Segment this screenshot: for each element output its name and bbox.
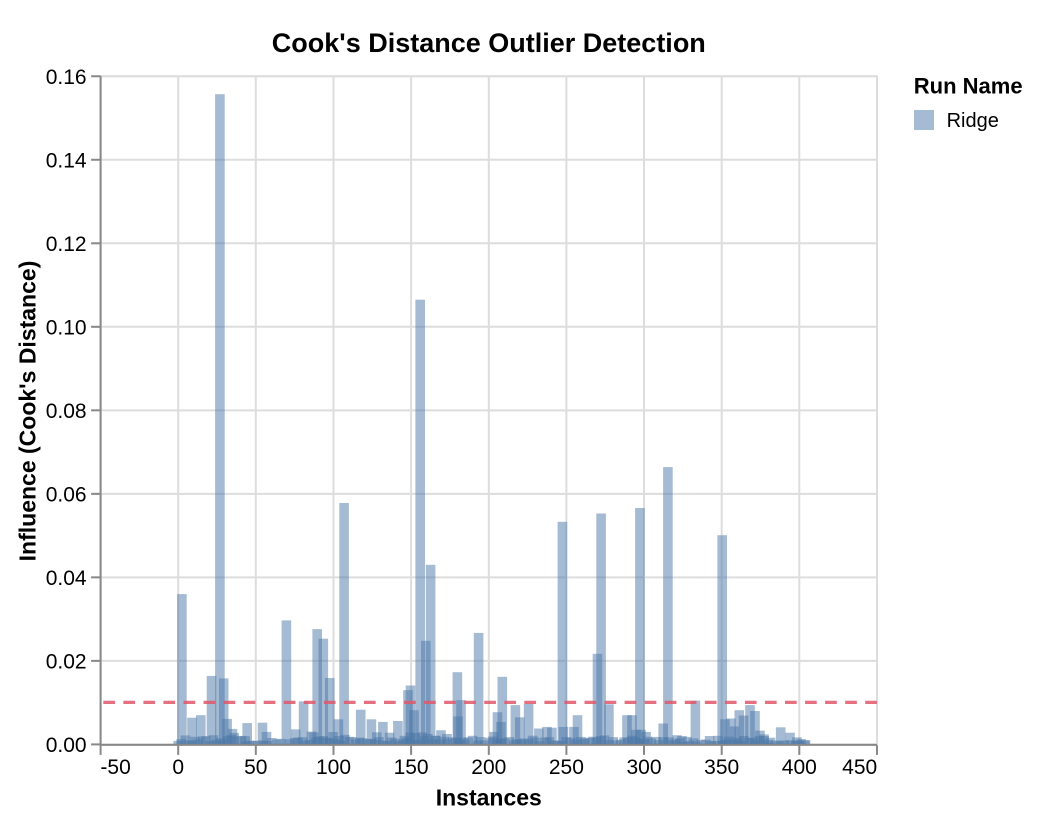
svg-text:400: 400 xyxy=(782,756,817,779)
svg-text:200: 200 xyxy=(471,756,506,779)
svg-text:300: 300 xyxy=(626,756,661,779)
svg-text:-50: -50 xyxy=(100,756,130,779)
svg-text:0: 0 xyxy=(172,756,184,779)
svg-text:Ridge: Ridge xyxy=(947,110,999,132)
svg-text:450: 450 xyxy=(842,756,877,779)
svg-text:0.10: 0.10 xyxy=(46,316,87,339)
svg-text:Instances: Instances xyxy=(436,784,542,810)
svg-text:Run Name: Run Name xyxy=(914,73,1023,98)
svg-text:0.06: 0.06 xyxy=(46,483,87,506)
svg-text:0.00: 0.00 xyxy=(46,734,87,757)
svg-text:0.14: 0.14 xyxy=(46,149,87,172)
svg-text:0.16: 0.16 xyxy=(46,66,87,89)
svg-text:0.04: 0.04 xyxy=(46,567,87,590)
svg-text:150: 150 xyxy=(394,756,429,779)
svg-text:350: 350 xyxy=(704,756,739,779)
svg-text:0.02: 0.02 xyxy=(46,650,87,673)
svg-text:50: 50 xyxy=(244,756,267,779)
svg-text:Cook's Distance Outlier Detect: Cook's Distance Outlier Detection xyxy=(272,28,706,58)
svg-text:0.08: 0.08 xyxy=(46,400,87,423)
svg-text:Influence (Cook's Distance): Influence (Cook's Distance) xyxy=(14,261,40,562)
svg-text:250: 250 xyxy=(549,756,584,779)
svg-text:100: 100 xyxy=(316,756,351,779)
svg-text:0.12: 0.12 xyxy=(46,233,87,256)
